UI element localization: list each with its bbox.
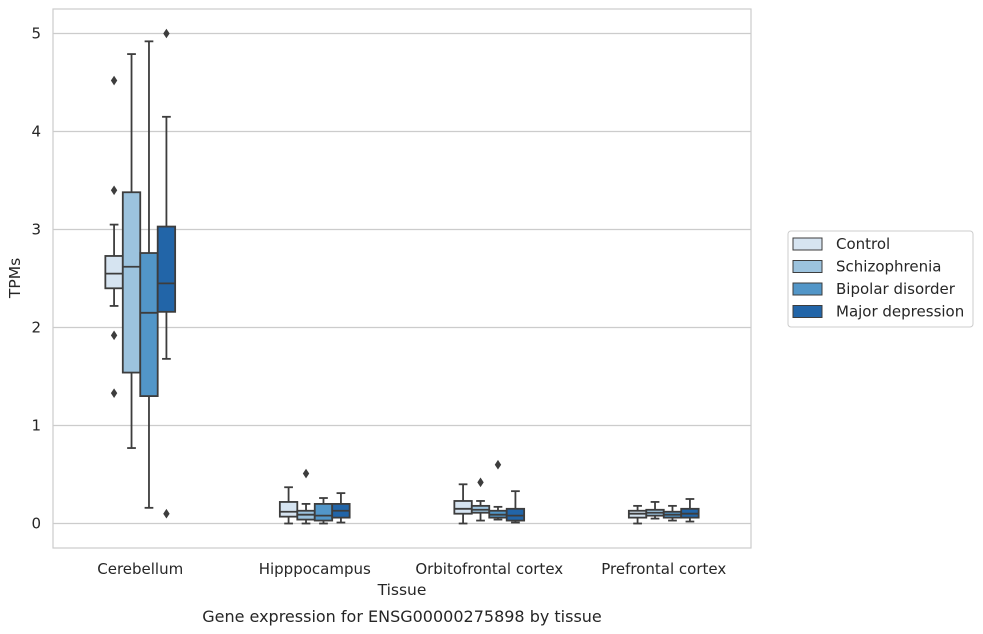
legend-swatch xyxy=(792,237,823,251)
box-3-2 xyxy=(662,504,683,522)
y-tick-label: 0 xyxy=(31,515,41,533)
box-3-3 xyxy=(680,498,700,523)
y-tick-label: 4 xyxy=(31,123,41,141)
legend-swatch xyxy=(792,282,823,296)
outlier-point xyxy=(477,477,484,488)
x-tick-label: Hipppocampus xyxy=(259,560,371,578)
x-axis-label: Tissue xyxy=(377,581,427,599)
legend-swatch xyxy=(792,260,823,273)
box-iqr xyxy=(453,500,473,515)
box-1-2 xyxy=(313,497,334,525)
legend-label: Control xyxy=(836,235,890,253)
x-tick-label: Cerebellum xyxy=(97,560,183,578)
y-tick-label: 1 xyxy=(31,417,41,435)
chart-caption: Gene expression for ENSG00000275898 by t… xyxy=(202,607,602,626)
box-0-3 xyxy=(156,28,177,519)
box-1-1 xyxy=(296,468,316,525)
outlier-point xyxy=(110,388,118,398)
legend-label: Schizophrenia xyxy=(836,258,941,276)
box-iqr xyxy=(278,501,299,518)
box-1-3 xyxy=(331,492,351,524)
y-tick-label: 2 xyxy=(31,319,41,337)
outlier-point xyxy=(110,75,118,86)
box-0-1 xyxy=(121,53,142,449)
outlier-point xyxy=(110,330,118,341)
box-iqr xyxy=(121,191,142,374)
outlier-point xyxy=(494,459,502,470)
box-2-3 xyxy=(505,490,526,524)
x-tick-labels: Cerebellum Hipppocampus Orbitofrontal cort… xyxy=(97,560,726,578)
box-2-0 xyxy=(453,483,473,525)
box-0-2 xyxy=(139,40,159,509)
box-1-0 xyxy=(278,486,299,525)
outlier-point xyxy=(163,28,170,39)
box-iqr xyxy=(156,225,177,313)
x-tick-label: Orbitofrontal cortex xyxy=(415,560,563,578)
box-iqr xyxy=(139,252,159,398)
box-2-1 xyxy=(470,477,491,522)
box-3-0 xyxy=(627,504,648,525)
y-axis-label: TPMs xyxy=(6,258,24,299)
box-iqr xyxy=(313,502,334,522)
outlier-point xyxy=(302,468,310,479)
box-3-1 xyxy=(645,501,665,520)
legend-items: Control Schizophrenia Bipolar disorder Majo… xyxy=(792,235,964,321)
box-iqr xyxy=(104,255,124,290)
y-tick-label: 3 xyxy=(31,221,41,239)
box-plots xyxy=(104,28,700,525)
y-tick-labels: 0 1 2 3 4 5 xyxy=(31,25,41,533)
box-0-0 xyxy=(104,75,124,398)
legend-label: Bipolar disorder xyxy=(836,280,956,298)
x-tick-label: Prefrontal cortex xyxy=(601,560,726,578)
box-iqr xyxy=(505,507,526,522)
y-tick-label: 5 xyxy=(31,25,41,43)
legend: Control Schizophrenia Bipolar disorder Majo… xyxy=(787,230,974,328)
legend-swatch xyxy=(792,305,823,318)
legend-frame xyxy=(787,230,974,328)
plot-frame xyxy=(52,8,752,549)
outlier-point xyxy=(163,508,170,519)
outlier-point xyxy=(110,185,118,196)
legend-label: Major depression xyxy=(836,303,964,321)
box-2-2 xyxy=(488,459,508,521)
